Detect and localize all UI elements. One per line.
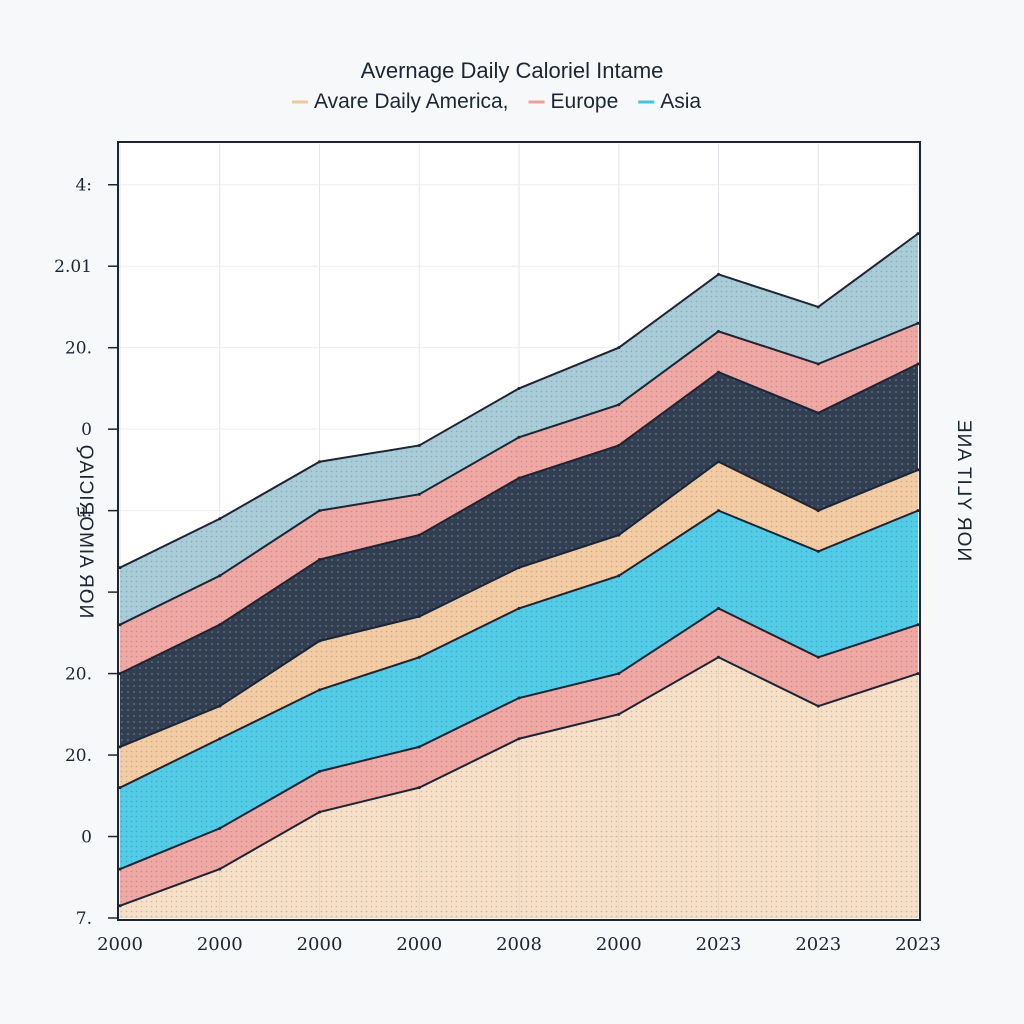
series-point: [218, 574, 222, 578]
series-point: [816, 549, 820, 553]
series-point: [318, 769, 321, 773]
y-tick-label: 2.01: [54, 257, 92, 277]
x-axis: 2000 2000 2000 2000 2008 2000 2023 2023 2023: [97, 934, 941, 955]
series-point: [118, 566, 122, 570]
series-point: [318, 509, 321, 513]
series-point: [717, 272, 720, 276]
series-point: [717, 329, 720, 333]
y-tick-label: 20.: [65, 746, 92, 766]
y-axis-label: NOR AIMORICIAQ: [75, 444, 96, 618]
y-tick-label: 7.: [76, 909, 92, 929]
series-band-texture-5: [120, 363, 918, 747]
series-point: [118, 745, 122, 749]
series-point: [517, 606, 521, 610]
series-point: [816, 411, 820, 415]
y-tick-label: 0: [81, 420, 92, 440]
series-point: [218, 737, 222, 741]
y-tick-label: 20.: [65, 665, 92, 685]
x-tick-label: 2000: [197, 934, 243, 955]
series-band-texture-1: [120, 657, 918, 918]
series-point: [318, 639, 321, 643]
series-point: [118, 623, 122, 627]
x-tick-label: 2000: [396, 934, 442, 955]
series-point: [417, 443, 421, 447]
x-tick-label: 2000: [297, 934, 343, 955]
x-tick-label: 2000: [97, 934, 143, 955]
chart-title: Avernage Daily Caloriel Intame: [361, 58, 664, 83]
series-point: [417, 492, 421, 496]
legend-entry-2: Europe: [551, 90, 619, 113]
series-point: [218, 867, 222, 871]
series-point: [218, 704, 222, 708]
series-point: [118, 904, 122, 908]
series-point: [916, 468, 920, 472]
series-point: [517, 566, 521, 570]
series-point: [916, 509, 920, 513]
y-tick-label: ·: [87, 583, 92, 603]
series-point: [517, 435, 521, 439]
series-point: [816, 704, 820, 708]
series-point: [118, 786, 122, 790]
series-point: [617, 533, 621, 537]
series-point: [318, 810, 321, 814]
series-point: [417, 655, 421, 659]
series-point: [417, 786, 421, 790]
series-point: [816, 362, 820, 366]
series-point: [517, 737, 521, 741]
series-point: [717, 606, 720, 610]
series-point: [417, 745, 421, 749]
y-tick-label: 20.: [65, 339, 92, 359]
series-point: [318, 558, 321, 562]
series-point: [517, 386, 521, 390]
x-tick-label: 2023: [895, 934, 941, 955]
series-point: [517, 476, 521, 480]
y-tick-label: u.: [76, 502, 92, 522]
series-point: [318, 460, 321, 464]
legend: Avare Daily America, Europe Asia: [292, 90, 701, 113]
series-point: [816, 509, 820, 513]
series-point: [218, 623, 222, 627]
series-point: [617, 672, 621, 676]
series-point: [816, 305, 820, 309]
series-lines: [118, 232, 920, 908]
x-tick-label: 2023: [696, 934, 742, 955]
series-point: [218, 517, 222, 521]
y-tick-label: 4:: [75, 176, 92, 196]
series-point: [118, 672, 122, 676]
series-point: [417, 533, 421, 537]
series-point: [916, 232, 920, 236]
series-point: [916, 623, 920, 627]
legend-entry-3: Asia: [660, 90, 701, 113]
y-axis: 4: 2.01 20. 0 u. · 20. 20. 0 7.: [54, 176, 118, 929]
series-point: [218, 826, 222, 830]
x-tick-label: 2000: [596, 934, 642, 955]
series-point: [717, 509, 720, 513]
series-point: [717, 370, 720, 374]
series-point: [617, 443, 621, 447]
series-point: [318, 688, 321, 692]
series-point: [617, 346, 621, 350]
series-band-texture-6: [120, 323, 918, 674]
series-point: [118, 867, 122, 871]
series-point: [617, 403, 621, 407]
series-point: [916, 672, 920, 676]
series-point: [517, 696, 521, 700]
series-point: [617, 712, 621, 716]
series-point: [916, 362, 920, 366]
series-point: [916, 321, 920, 325]
x-tick-label: 2008: [496, 934, 542, 955]
series-band-texture-3: [120, 510, 918, 870]
series-point: [417, 615, 421, 619]
y-tick-label: 0: [81, 828, 92, 848]
series-point: [717, 460, 720, 464]
series-point: [617, 574, 621, 578]
series-point: [816, 655, 820, 659]
y-axis-label-right: NOR YLIT ANE: [953, 419, 974, 561]
series-point: [717, 655, 720, 659]
x-tick-label: 2023: [795, 934, 841, 955]
legend-entry-1: Avare Daily America,: [314, 90, 509, 113]
